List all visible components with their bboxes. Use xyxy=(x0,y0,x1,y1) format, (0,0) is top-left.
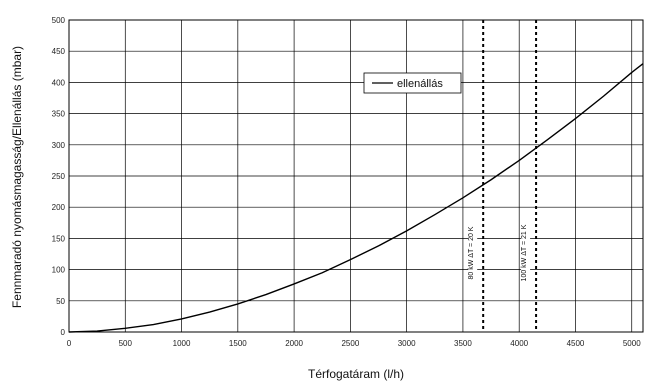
x-tick-label: 500 xyxy=(119,339,133,348)
reference-lines: 80 kW ΔT = 20 K 100 kW ΔT = 21 K xyxy=(468,20,538,332)
y-tick-label: 50 xyxy=(56,297,65,306)
grid xyxy=(68,19,643,333)
x-tick-label: 4000 xyxy=(510,339,528,348)
x-tick-label: 5000 xyxy=(623,339,641,348)
y-tick-label: 300 xyxy=(52,141,66,150)
y-tick-label: 0 xyxy=(61,328,66,337)
reference-label-background xyxy=(468,209,478,297)
reference-label: 100 kW ΔT = 21 K xyxy=(521,224,528,281)
x-axis-title: Térfogatáram (l/h) xyxy=(308,367,404,381)
y-axis-title: Fennmaradó nyomásmagasság/Ellenállás (mb… xyxy=(10,46,24,308)
reference-label: 80 kW ΔT = 20 K xyxy=(468,226,475,279)
x-tick-label: 4500 xyxy=(567,339,585,348)
series-line xyxy=(68,63,644,333)
y-tick-label: 350 xyxy=(52,110,66,119)
x-tick-label: 2500 xyxy=(341,339,359,348)
legend-label: ellenállás xyxy=(397,78,443,90)
x-tick-label: 1000 xyxy=(173,339,191,348)
y-tick-label: 450 xyxy=(52,47,66,56)
x-tick-label: 2000 xyxy=(285,339,303,348)
y-tick-labels: 0 50 100 150 200 250 300 350 400 450 500 xyxy=(52,16,66,337)
x-tick-label: 3000 xyxy=(398,339,416,348)
y-tick-label: 200 xyxy=(52,203,66,212)
y-tick-label: 150 xyxy=(52,234,66,243)
reference-label-background xyxy=(521,209,531,297)
series-layer xyxy=(68,63,644,333)
plot-frame xyxy=(68,19,644,333)
y-tick-label: 500 xyxy=(52,16,66,25)
x-tick-labels: 0 500 1000 1500 2000 2500 3000 3500 4000 4500 5000 xyxy=(67,339,641,348)
y-tick-label: 250 xyxy=(52,172,66,181)
legend-box xyxy=(363,72,462,94)
y-tick-label: 400 xyxy=(52,78,66,87)
y-tick-label: 100 xyxy=(52,266,66,275)
x-tick-label: 1500 xyxy=(229,339,247,348)
legend: ellenállás xyxy=(363,72,462,94)
x-tick-label: 0 xyxy=(67,339,72,348)
x-tick-label: 3500 xyxy=(454,339,472,348)
